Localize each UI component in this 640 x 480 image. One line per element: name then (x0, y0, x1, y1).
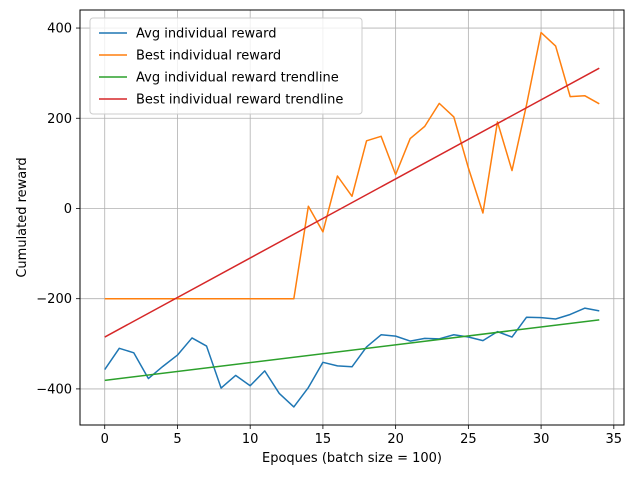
series-line-3 (104, 319, 600, 382)
series-group (104, 31, 600, 408)
y-tick-label: 0 (64, 202, 72, 217)
legend-entry: Avg individual reward trendline (136, 71, 339, 86)
legend: Avg individual reward Best individual rew… (89, 17, 363, 115)
x-tick-label: 35 (606, 432, 623, 447)
x-tick-label: 15 (315, 432, 332, 447)
y-tick-label: 200 (47, 112, 72, 127)
x-tick-label: 25 (460, 432, 477, 447)
series-line-1 (104, 307, 600, 408)
x-axis-label: Epoques (batch size = 100) (262, 451, 442, 466)
x-tick-label: 30 (533, 432, 550, 447)
legend-box (89, 17, 363, 115)
plot-frame (79, 9, 625, 426)
series-line-2 (104, 31, 600, 300)
x-tick-label: 0 (101, 432, 109, 447)
legend-entry: Best individual reward trendline (136, 93, 343, 108)
x-tick-label: 5 (173, 432, 181, 447)
legend-entry: Avg individual reward (136, 27, 276, 42)
x-tick-label: 20 (387, 432, 404, 447)
series-line-4 (104, 67, 600, 338)
ticks: 0 5 10 15 20 25 30 35 −400 −200 0 200 400 (36, 22, 622, 447)
y-tick-label: −200 (36, 292, 72, 307)
y-tick-label: 400 (47, 22, 72, 37)
y-axis-label: Cumulated reward (15, 157, 30, 277)
x-tick-label: 10 (242, 432, 259, 447)
y-tick-label: −400 (36, 382, 72, 397)
legend-entry: Best individual reward (136, 49, 281, 64)
